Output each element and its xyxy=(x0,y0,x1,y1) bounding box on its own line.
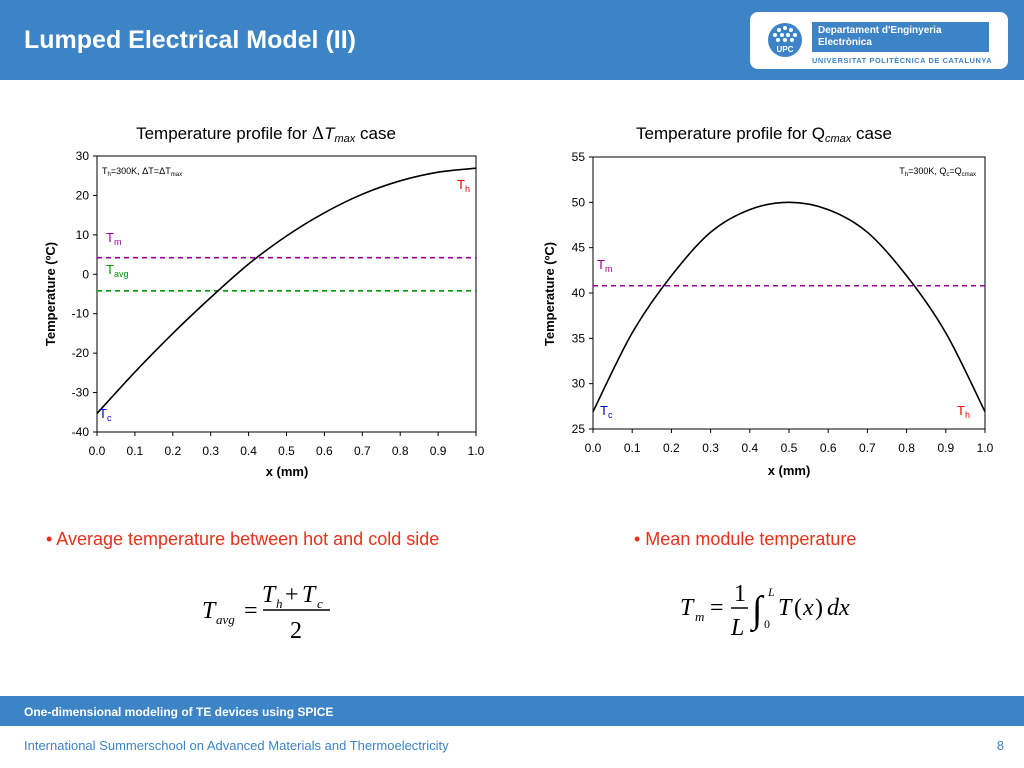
x-tick-label: 0.7 xyxy=(859,441,876,455)
svg-text:=: = xyxy=(710,595,724,621)
chart-delta-tmax: Temperature profile for ΔTmax case 30 20 1… xyxy=(43,124,485,479)
svg-text:m: m xyxy=(695,609,704,624)
x-tick-label: 0.9 xyxy=(430,444,447,458)
y-tick-label: 50 xyxy=(572,195,586,209)
footer-band xyxy=(0,696,1024,726)
svg-text:T: T xyxy=(302,582,317,608)
x-tick-label: 0.7 xyxy=(354,444,371,458)
tm-label: Tm xyxy=(106,230,121,247)
x-tick-label: 0.5 xyxy=(278,444,295,458)
upc-seal-icon: UPC xyxy=(768,23,802,57)
formula-tavg: T avg = T h + T c 2 xyxy=(202,582,330,644)
svg-text:dx: dx xyxy=(827,595,850,621)
y-tick-label: -10 xyxy=(72,307,90,321)
svg-text:): ) xyxy=(815,595,823,621)
x-axis-label: x (mm) xyxy=(768,463,811,478)
x-tick-label: 0.6 xyxy=(316,444,333,458)
temperature-profile-line xyxy=(592,201,986,413)
chart-annotation: Th=300K, Qc=Qcmax xyxy=(899,166,976,178)
x-tick-label: 0.9 xyxy=(937,441,954,455)
x-axis-label: x (mm) xyxy=(266,464,309,479)
tm-label: Tm xyxy=(597,257,612,274)
footer-band-text: One-dimensional modeling of TE devices u… xyxy=(24,705,334,719)
tc-label: Tc xyxy=(600,403,613,420)
tavg-label: Tavg xyxy=(106,262,128,279)
svg-text:T: T xyxy=(202,598,217,624)
x-tick-label: 0.0 xyxy=(585,441,602,455)
y-tick-label: 40 xyxy=(572,286,586,300)
x-tick-label: 0.2 xyxy=(164,444,181,458)
plot-frame xyxy=(592,156,986,430)
tc-label: Tc xyxy=(99,406,112,423)
chart-qcmax: Temperature profile for Qcmax case 55 50 4… xyxy=(542,124,994,478)
svg-text:L: L xyxy=(767,585,775,599)
svg-text:2: 2 xyxy=(290,618,302,644)
svg-text:∫: ∫ xyxy=(750,589,765,633)
y-tick-label: -40 xyxy=(72,425,90,439)
logo-university: UNIVERSITAT POLITÈCNICA DE CATALUNYA xyxy=(812,56,993,65)
x-tick-label: 0.0 xyxy=(89,444,106,458)
x-tick-label: 0.4 xyxy=(741,441,758,455)
svg-text:0: 0 xyxy=(764,617,770,631)
svg-text:T: T xyxy=(778,595,793,621)
y-tick-label: 35 xyxy=(572,331,586,345)
logo-seal-text: UPC xyxy=(777,45,794,54)
x-tick-label: 0.4 xyxy=(240,444,257,458)
svg-text:L: L xyxy=(730,615,744,641)
x-tick-label: 0.8 xyxy=(898,441,915,455)
y-tick-label: 30 xyxy=(76,149,90,163)
x-tick-label: 0.6 xyxy=(820,441,837,455)
th-label: Th xyxy=(457,177,470,194)
x-tick-label: 0.1 xyxy=(127,444,144,458)
svg-text:T: T xyxy=(680,595,695,621)
x-tick-label: 0.1 xyxy=(624,441,641,455)
x-tick-label: 0.8 xyxy=(392,444,409,458)
page-number: 8 xyxy=(996,738,1004,753)
formula-tm: T m = 1 L ∫ L 0 T ( x ) dx xyxy=(680,581,850,641)
logo-dept-line2: Electrònica xyxy=(818,37,872,48)
chart-title: Temperature profile for ΔTmax case xyxy=(136,124,396,145)
y-tick-label: 10 xyxy=(76,228,90,242)
y-tick-label: 55 xyxy=(572,150,586,164)
bullet-mean-temperature: • Mean module temperature xyxy=(634,529,857,549)
temperature-profile-line xyxy=(96,167,477,415)
bullet-average-temperature: • Average temperature between hot and co… xyxy=(46,529,440,549)
svg-text:avg: avg xyxy=(216,612,235,627)
y-tick-label: 45 xyxy=(572,241,586,255)
y-axis-label: Temperature (ºC) xyxy=(43,242,58,346)
y-tick-label: 0 xyxy=(82,267,89,281)
svg-text:(: ( xyxy=(794,595,802,621)
svg-text:+: + xyxy=(285,582,299,608)
th-label: Th xyxy=(957,403,970,420)
logo-dept-line1: Departament d'Enginyeria xyxy=(818,25,942,36)
slide-title: Lumped Electrical Model (II) xyxy=(24,26,356,54)
plot-frame xyxy=(96,155,477,433)
y-tick-label: -30 xyxy=(72,386,90,400)
svg-text:h: h xyxy=(276,596,283,611)
x-tick-label: 0.2 xyxy=(663,441,680,455)
footer-text: International Summerschool on Advanced M… xyxy=(24,738,449,753)
x-tick-label: 0.5 xyxy=(781,441,798,455)
x-tick-label: 1.0 xyxy=(468,444,485,458)
chart-title: Temperature profile for Qcmax case xyxy=(636,124,892,145)
y-axis-label: Temperature (ºC) xyxy=(542,242,557,346)
svg-text:T: T xyxy=(262,582,277,608)
y-tick-label: 30 xyxy=(572,377,586,391)
x-tick-label: 1.0 xyxy=(977,441,994,455)
svg-text:=: = xyxy=(244,598,258,624)
svg-text:x: x xyxy=(802,595,814,621)
y-tick-label: 20 xyxy=(76,188,90,202)
svg-text:1: 1 xyxy=(734,581,746,607)
y-tick-label: -20 xyxy=(72,346,90,360)
svg-text:c: c xyxy=(317,596,323,611)
chart-annotation: Th=300K, ΔT=ΔTmax xyxy=(102,166,182,178)
x-tick-label: 0.3 xyxy=(202,444,219,458)
x-tick-label: 0.3 xyxy=(702,441,719,455)
y-tick-label: 25 xyxy=(572,422,586,436)
logo-department: Departament d'Enginyeria Electrònica xyxy=(812,22,989,52)
